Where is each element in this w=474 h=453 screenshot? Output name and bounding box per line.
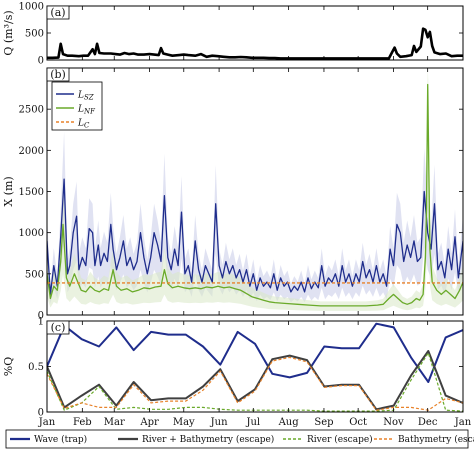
panel-label-box xyxy=(46,320,70,335)
legend-c: Wave (trap) River + Bathymetry (escape) Ri… xyxy=(5,429,474,449)
panel-a: 0 500 1000 (a) Q (m³/s) xyxy=(2,2,464,67)
panel-label: (c) xyxy=(46,320,70,335)
panel-label-text: (a) xyxy=(50,6,65,19)
legend-label-sub: SZ xyxy=(84,94,94,102)
panel-c: 0 0.5 1 (c) %Q xyxy=(2,317,464,419)
legend-label: River + Bathymetry (escape) xyxy=(142,434,274,445)
legend-label: Wave (trap) xyxy=(34,434,87,445)
legend-label-sub: NF xyxy=(83,108,96,116)
x-tick-label: Jan xyxy=(454,417,472,428)
y-tick-label: 500 xyxy=(25,269,44,280)
legend-label-main: L xyxy=(77,91,84,101)
series-line-l-nf xyxy=(47,83,463,307)
panel-label-text: (c) xyxy=(51,321,66,334)
x-tick-label: Feb xyxy=(73,417,92,428)
panel-b: 0 500 1000 1500 2000 2500 (b) X (m) xyxy=(2,67,464,322)
y-tick-label: 1000 xyxy=(19,2,44,13)
y-axis-label: Q (m³/s) xyxy=(2,10,15,55)
y-axis-label: %Q xyxy=(2,357,15,376)
x-tick-label: Jan xyxy=(38,417,56,428)
x-tick-label: Aug xyxy=(278,417,300,428)
y-tick-label: 1000 xyxy=(19,228,44,239)
y-tick-label: 2500 xyxy=(19,105,44,116)
legend-label-main: L xyxy=(77,105,84,115)
x-tick-label: Jun xyxy=(210,417,228,428)
x-tick-label: Oct xyxy=(349,417,367,428)
panel-label: (a) xyxy=(46,5,70,20)
series-line-river-escape- xyxy=(47,352,463,412)
legend-label-sub: C xyxy=(84,122,90,130)
legend-label: LNF xyxy=(77,105,96,116)
y-tick-label: 1500 xyxy=(19,187,44,198)
series-band-lnf xyxy=(47,68,463,311)
y-tick-label: 0.5 xyxy=(28,362,44,373)
legend-label: LSZ xyxy=(77,91,94,102)
panel-label: (b) xyxy=(46,67,70,82)
legend-box xyxy=(5,429,469,449)
panel-label-text: (b) xyxy=(50,68,66,81)
legend-label: LC xyxy=(77,119,90,130)
y-tick-label: 0 xyxy=(38,56,44,67)
panel-label-box xyxy=(46,5,70,20)
series-line-wave-trap- xyxy=(47,322,463,383)
y-axis-label: X (m) xyxy=(2,176,15,206)
series-line-l-sz xyxy=(47,178,463,296)
series-line-river-bathymetry-escape- xyxy=(47,350,463,411)
x-tick-label: Apr xyxy=(139,417,159,428)
panel-label-box xyxy=(46,67,70,82)
series-line-bathymetry-escape- xyxy=(47,356,463,411)
x-tick-label: Sep xyxy=(314,417,333,428)
y-tick-label: 0 xyxy=(38,408,44,419)
series-band-lsz xyxy=(47,131,463,304)
x-tick-label: Dec xyxy=(418,417,438,428)
x-tick-label: Jul xyxy=(245,417,260,428)
x-tick-label: May xyxy=(173,417,195,428)
series-line-q xyxy=(47,27,463,60)
x-tick-label: Nov xyxy=(383,417,404,428)
y-tick-label: 1 xyxy=(38,317,44,328)
legend-label: Bathymetry (escape) xyxy=(398,434,474,445)
legend-box xyxy=(51,81,103,131)
y-tick-label: 2000 xyxy=(19,146,44,157)
y-tick-label: 500 xyxy=(25,29,44,40)
y-tick-label: 0 xyxy=(38,311,44,322)
x-tick-label: Mar xyxy=(104,417,125,428)
legend-label-main: L xyxy=(77,119,84,129)
axes-frame xyxy=(46,5,464,61)
legend-label: River (escape) xyxy=(307,434,373,445)
